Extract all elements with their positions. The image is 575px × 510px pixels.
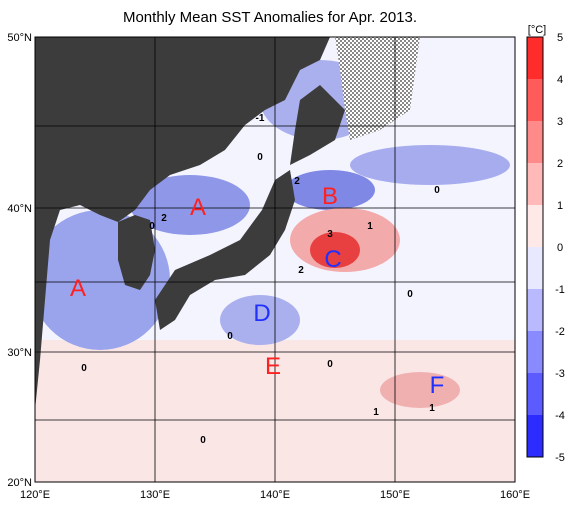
colorbar-step	[527, 247, 543, 289]
contour-label: 1	[367, 221, 373, 232]
colorbar-step	[527, 289, 543, 331]
land-korea	[118, 215, 155, 290]
colorbar-tick: -5	[555, 452, 565, 464]
colorbar-step	[527, 79, 543, 121]
contour-label: 2	[298, 265, 304, 276]
lat-label: 40°N	[7, 203, 32, 215]
colorbar-tick: 1	[557, 200, 563, 212]
colorbar-tick: 2	[557, 158, 563, 170]
contour-label: 2	[161, 213, 167, 224]
contour-label: 1	[429, 403, 435, 414]
colorbar-frame	[526, 36, 544, 458]
frame	[34, 36, 516, 483]
colorbar-tick: -2	[555, 326, 565, 338]
colorbar-unit: [°C]	[528, 24, 546, 36]
region-label: C	[324, 246, 341, 273]
colorbar-tick: 0	[557, 242, 563, 254]
colorbar-step	[527, 205, 543, 247]
colorbar-step	[527, 121, 543, 163]
colorbar-step	[527, 331, 543, 373]
region-label: D	[253, 300, 270, 327]
colorbar-step	[527, 163, 543, 205]
anomaly-cold	[130, 175, 250, 235]
lat-label: 20°N	[7, 477, 32, 489]
anomaly-warm	[310, 232, 360, 268]
lon-label: 120°E	[20, 489, 50, 501]
contour-label: 0	[327, 359, 333, 370]
region-label: A	[190, 194, 206, 221]
contour-label: 2	[294, 176, 300, 187]
region-label: A	[70, 275, 86, 302]
lon-label: 140°E	[260, 489, 290, 501]
contour-label: -1	[256, 113, 265, 124]
contour-label: 0	[227, 331, 233, 342]
region-label: B	[322, 183, 338, 210]
colorbar-tick: -4	[555, 410, 565, 422]
anomaly-cold	[350, 145, 510, 185]
lat-label: 50°N	[7, 32, 32, 44]
title: Monthly Mean SST Anomalies for Apr. 2013…	[123, 9, 417, 26]
lon-label: 130°E	[140, 489, 170, 501]
region-label: E	[265, 353, 281, 380]
colorbar-tick: -3	[555, 368, 565, 380]
contour-label: 0	[257, 152, 263, 163]
colorbar-step	[527, 37, 543, 79]
colorbar-tick: 3	[557, 116, 563, 128]
contour-label: 0	[407, 289, 413, 300]
land-japan	[155, 170, 295, 330]
region-label: F	[430, 372, 445, 399]
contour-label: 0	[434, 185, 440, 196]
colorbar-tick: 4	[557, 74, 563, 86]
lon-label: 150°E	[380, 489, 410, 501]
colorbar-step	[527, 415, 543, 457]
map-area	[35, 37, 515, 482]
anomaly-warm	[380, 372, 460, 408]
contour-label: 0	[81, 363, 87, 374]
colorbar-tick: 5	[557, 32, 563, 44]
contour-label: 3	[327, 229, 333, 240]
land-asia	[35, 37, 330, 410]
grid	[35, 37, 515, 482]
sea-ice	[335, 37, 420, 140]
anomaly-cold	[220, 295, 300, 345]
anomaly-cold	[285, 170, 375, 210]
contour-label: 1	[373, 407, 379, 418]
colorbar-tick: -1	[555, 284, 565, 296]
lon-label: 160°E	[500, 489, 530, 501]
land-hokkaido	[290, 85, 345, 165]
lat-label: 30°N	[7, 347, 32, 359]
contour-label: 0	[149, 221, 155, 232]
colorbar-step	[527, 373, 543, 415]
contour-label: 0	[200, 435, 206, 446]
